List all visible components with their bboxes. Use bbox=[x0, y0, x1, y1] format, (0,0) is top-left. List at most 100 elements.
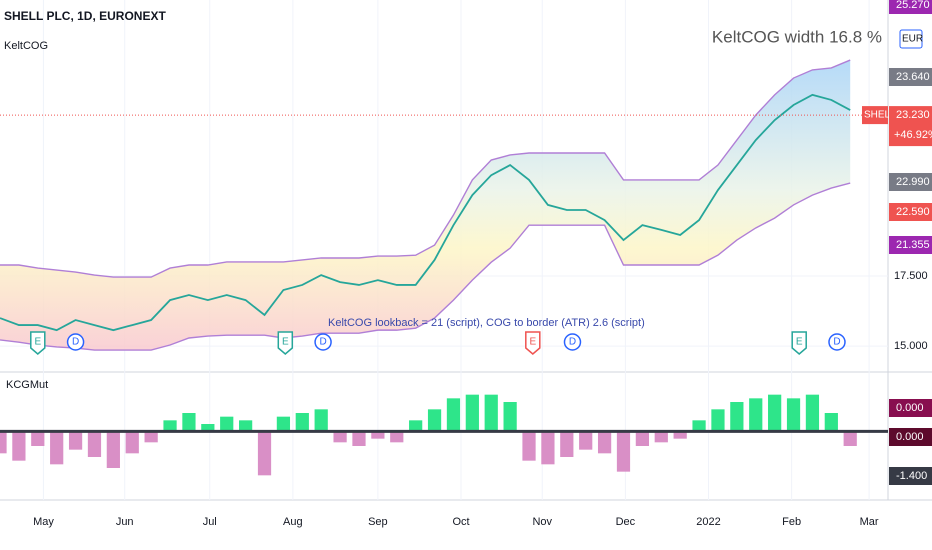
oscillator-bar bbox=[239, 420, 253, 432]
x-tick-label: 2022 bbox=[696, 516, 720, 528]
event-marker bbox=[30, 331, 46, 355]
oscillator-bar bbox=[333, 431, 347, 443]
x-tick-label: Jun bbox=[116, 516, 134, 528]
oscillator-bar bbox=[106, 431, 120, 468]
oscillator-bar bbox=[352, 431, 366, 446]
event-marker bbox=[563, 333, 582, 351]
x-tick-label: Aug bbox=[283, 516, 303, 528]
oscillator-bar bbox=[125, 431, 139, 454]
x-tick-label: Dec bbox=[616, 516, 636, 528]
y-tick-label: 17.500 bbox=[894, 270, 928, 282]
event-marker bbox=[828, 333, 846, 351]
event-marker bbox=[277, 331, 294, 355]
price-badge-text: 23.640 bbox=[896, 71, 930, 83]
oscillator-bar bbox=[0, 431, 7, 454]
oscillator-bar bbox=[182, 413, 196, 432]
oscillator-bar bbox=[768, 394, 782, 432]
oscillator-bar bbox=[522, 431, 536, 461]
oscillator-bar bbox=[31, 431, 45, 446]
price-badge-text: +46.92% bbox=[894, 129, 932, 141]
price-badge-text: 22.990 bbox=[896, 176, 930, 188]
price-badge bbox=[889, 203, 932, 221]
oscillator-bar bbox=[560, 431, 574, 457]
event-label: E bbox=[282, 337, 289, 348]
price-badge bbox=[889, 236, 932, 254]
y-tick-label: 15.000 bbox=[894, 340, 928, 352]
oscillator-bar bbox=[616, 431, 631, 472]
pane-title: KCGMut bbox=[6, 379, 48, 391]
oscillator-bar bbox=[711, 409, 725, 432]
annotation: KeltCOG width 16.8 % bbox=[712, 27, 882, 46]
price-badge bbox=[889, 68, 932, 86]
price-line bbox=[0, 93, 851, 332]
oscillator-bar bbox=[220, 416, 234, 432]
price-badge-text: 25.270 bbox=[896, 0, 930, 11]
oscillator-bar bbox=[201, 424, 215, 432]
event-marker bbox=[66, 333, 85, 351]
price-line bbox=[0, 59, 851, 278]
oscillator-bar bbox=[144, 431, 158, 443]
price-line bbox=[0, 182, 851, 351]
oscillator-bar bbox=[465, 394, 479, 432]
x-tick-label: Jul bbox=[203, 516, 217, 528]
oscillator-bar bbox=[730, 402, 744, 432]
event-label: E bbox=[796, 337, 803, 348]
oscillator-bar bbox=[541, 431, 555, 465]
x-tick-label: Sep bbox=[368, 516, 388, 528]
event-label: D bbox=[833, 337, 840, 348]
event-marker bbox=[791, 331, 807, 355]
oscillator-bar bbox=[597, 431, 612, 454]
x-tick-label: Nov bbox=[532, 516, 552, 528]
oscillator-bar bbox=[484, 394, 498, 432]
pane-badge bbox=[889, 399, 932, 417]
pane-badge-text: -1.400 bbox=[896, 470, 927, 482]
x-tick-label: Feb bbox=[782, 516, 801, 528]
oscillator-bar bbox=[163, 420, 177, 432]
oscillator-bar bbox=[314, 409, 328, 432]
price-badge bbox=[889, 0, 932, 14]
oscillator-bar bbox=[579, 431, 593, 450]
oscillator-bar bbox=[673, 431, 687, 439]
oscillator-bar bbox=[12, 431, 26, 461]
price-badge bbox=[862, 106, 888, 125]
event-label: D bbox=[569, 337, 576, 348]
price-badge bbox=[889, 173, 932, 191]
status-line: KeltCOG lookback = 21 (script), COG to b… bbox=[328, 317, 645, 329]
oscillator-bar bbox=[257, 431, 272, 476]
band-fill bbox=[0, 60, 851, 351]
price-badge-text: 21.355 bbox=[896, 239, 930, 251]
pane-badge-text: 0.000 bbox=[896, 402, 924, 414]
oscillator-bar bbox=[87, 431, 102, 457]
currency-label: EUR bbox=[902, 34, 923, 45]
oscillator-bar bbox=[503, 402, 517, 432]
pane-badge bbox=[889, 467, 932, 485]
currency-badge bbox=[899, 29, 923, 49]
price-badge-text: SHELL bbox=[864, 110, 896, 121]
event-marker bbox=[314, 333, 332, 351]
oscillator-bar bbox=[654, 431, 668, 443]
pane-badge bbox=[889, 428, 932, 446]
price-badge bbox=[889, 106, 932, 147]
oscillator-bar bbox=[692, 420, 706, 432]
oscillator-bar bbox=[749, 398, 763, 432]
indicator-name: KeltCOG bbox=[4, 40, 48, 52]
oscillator-bar bbox=[805, 394, 820, 432]
event-label: D bbox=[319, 337, 326, 348]
oscillator-bar bbox=[50, 431, 64, 465]
pane-badge-text: 0.000 bbox=[896, 431, 924, 443]
event-label: E bbox=[529, 337, 536, 348]
event-marker bbox=[525, 331, 541, 355]
x-tick-label: Oct bbox=[452, 516, 469, 528]
oscillator-bar bbox=[390, 431, 404, 443]
x-tick-label: May bbox=[33, 516, 54, 528]
oscillator-bar bbox=[843, 431, 857, 446]
oscillator-bar bbox=[371, 431, 385, 439]
event-label: E bbox=[34, 337, 41, 348]
oscillator-bar bbox=[786, 398, 801, 432]
chart-title: SHELL PLC, 1D, EURONEXT bbox=[4, 9, 166, 23]
price-badge-text: 23.230 bbox=[896, 109, 930, 121]
oscillator-bar bbox=[824, 413, 838, 432]
x-tick-label: Mar bbox=[860, 516, 879, 528]
oscillator-bar bbox=[427, 409, 442, 432]
